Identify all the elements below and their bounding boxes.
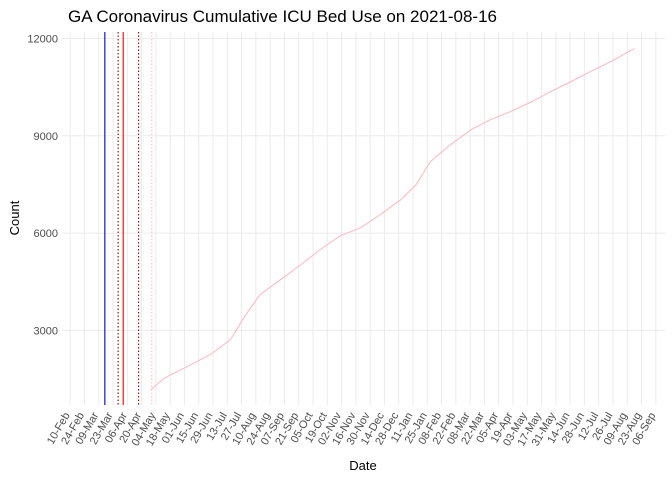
y-axis-title: Count bbox=[7, 200, 22, 235]
y-tick-label: 9000 bbox=[34, 131, 58, 143]
y-tick-label: 3000 bbox=[34, 325, 58, 337]
chart-title: GA Coronavirus Cumulative ICU Bed Use on… bbox=[68, 7, 497, 26]
y-tick-label: 6000 bbox=[34, 228, 58, 240]
line bbox=[150, 48, 635, 391]
x-axis-title: Date bbox=[349, 458, 376, 473]
y-tick-label: 12000 bbox=[27, 33, 58, 45]
